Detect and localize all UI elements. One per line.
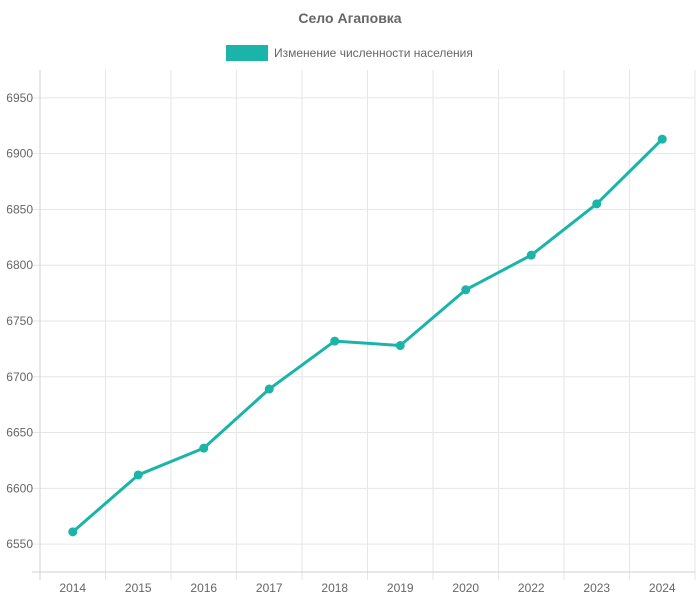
- x-tick-label: 2017: [256, 581, 283, 595]
- data-point[interactable]: [199, 443, 209, 453]
- data-point[interactable]: [395, 341, 405, 351]
- legend-swatch[interactable]: [226, 45, 268, 61]
- x-tick-label: 2024: [649, 581, 676, 595]
- y-tick-label: 6700: [6, 370, 33, 384]
- x-tick-label: 2015: [125, 581, 152, 595]
- chart-title: Село Агаповка: [298, 10, 401, 26]
- y-tick-label: 6750: [6, 314, 33, 328]
- data-point[interactable]: [461, 285, 471, 295]
- y-tick-label: 6650: [6, 426, 33, 440]
- legend-label[interactable]: Изменение численности населения: [274, 46, 473, 60]
- x-tick-label: 2014: [59, 581, 86, 595]
- axes: 6550 6600 6650 6700 6750 6800 6850 6900 6950 2014…: [6, 91, 695, 595]
- data-point[interactable]: [264, 384, 274, 394]
- grid: [32, 70, 696, 580]
- y-tick-label: 6550: [6, 537, 33, 551]
- y-tick-label: 6950: [6, 91, 33, 105]
- x-tick-label: 2018: [321, 581, 348, 595]
- data-point[interactable]: [68, 527, 78, 537]
- series-line: [71, 138, 664, 533]
- y-tick-label: 6600: [6, 481, 33, 495]
- data-point[interactable]: [133, 470, 143, 480]
- y-tick-label: 6900: [6, 147, 33, 161]
- series-layer: [68, 134, 667, 537]
- data-point[interactable]: [657, 134, 667, 144]
- y-tick-label: 6800: [6, 258, 33, 272]
- y-tick-label: 6850: [6, 202, 33, 216]
- x-tick-label: 2019: [387, 581, 414, 595]
- data-point[interactable]: [330, 336, 340, 346]
- x-tick-label: 2023: [583, 581, 610, 595]
- x-tick-label: 2016: [190, 581, 217, 595]
- x-tick-label: 2020: [452, 581, 479, 595]
- legend[interactable]: Изменение численности населения: [226, 45, 473, 61]
- data-point[interactable]: [592, 199, 602, 209]
- data-point[interactable]: [526, 250, 536, 260]
- x-tick-label: 2022: [518, 581, 545, 595]
